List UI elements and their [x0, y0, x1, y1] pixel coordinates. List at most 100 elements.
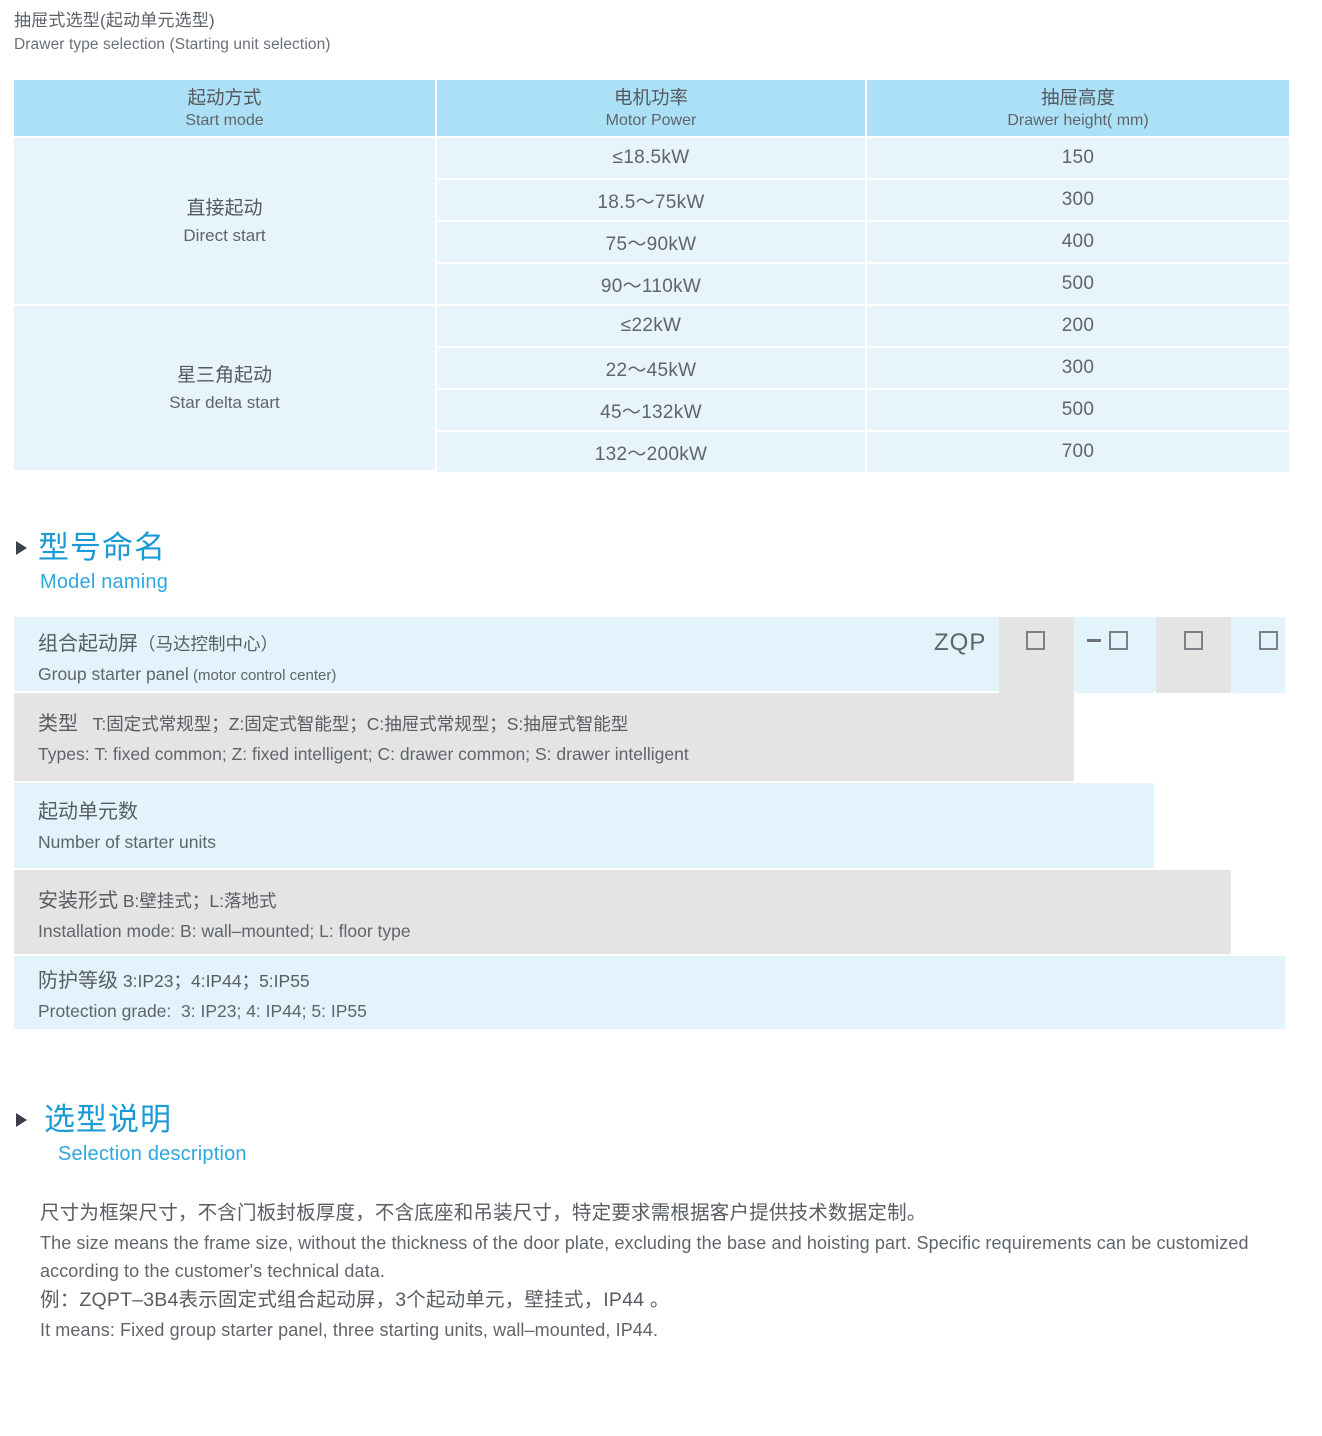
drawer-height-cell: 700 — [867, 432, 1289, 472]
naming-row-3-en-label: Number of starter units — [38, 832, 216, 852]
selection-description-body: 尺寸为框架尺寸，不含门板封板厚度，不含底座和吊装尺寸，特定要求需根据客户提供技术… — [40, 1198, 1300, 1344]
section-heading-selection-description-en: Selection description — [58, 1143, 247, 1165]
start-mode-star-delta-cn: 星三角起动 — [176, 364, 272, 386]
code-box-installation[interactable] — [1184, 631, 1203, 650]
naming-row-2-cn: 类型 T:固定式常规型；Z:固定式智能型；C:抽屉式常规型；S:抽屉式智能型 — [38, 709, 689, 740]
table-body: 直接起动 Direct start ≤18.5kW 150 18.5～75kW … — [14, 138, 1289, 472]
column-header-start-mode-cn: 起动方式 — [187, 86, 262, 108]
code-box-protection[interactable] — [1259, 631, 1278, 650]
column-header-motor-power: 电机功率 Motor Power — [437, 80, 867, 138]
naming-row-2-text: 类型 T:固定式常规型；Z:固定式智能型；C:抽屉式常规型；S:抽屉式智能型 T… — [38, 709, 689, 768]
table-row: 18.5～75kW 300 — [14, 180, 1289, 222]
start-mode-direct-en: Direct start — [183, 225, 266, 245]
naming-row-5-cn-rest: 3:IP23；4:IP44；5:IP55 — [122, 971, 310, 991]
motor-power-cell: ≤22kW — [437, 306, 867, 348]
section-heading-selection-description-cn: 选型说明 — [44, 1102, 172, 1137]
naming-row-4-en-label: Installation mode: — [38, 921, 176, 941]
table-row: 90～110kW 500 — [14, 264, 1289, 306]
motor-power-cell: ≤18.5kW — [437, 138, 867, 180]
column-header-motor-power-cn: 电机功率 — [613, 86, 688, 108]
naming-row-protection-grade: 防护等级 3:IP23；4:IP44；5:IP55 Protection gra… — [14, 956, 1285, 1029]
table-row: 星三角起动 Star delta start ≤22kW 200 — [14, 306, 1289, 472]
code-box-type[interactable] — [1026, 631, 1045, 650]
naming-row-2-cn-rest: T:固定式常规型；Z:固定式智能型；C:抽屉式常规型；S:抽屉式智能型 — [92, 714, 629, 734]
naming-row-1-text: 组合起动屏（马达控制中心） Group starter panel (motor… — [38, 629, 336, 690]
column-header-motor-power-en: Motor Power — [605, 111, 697, 129]
code-dash-icon — [1087, 639, 1101, 642]
selection-description-cn-2: 例：ZQPT–3B4表示固定式组合起动屏，3个起动单元，壁挂式，IP44 。 — [40, 1289, 670, 1311]
drawer-height-cell: 150 — [867, 138, 1289, 180]
table-row: 直接起动 Direct start ≤18.5kW 150 — [14, 138, 1289, 306]
page-title-block: 抽屉式选型(起动单元选型) Drawer type selection (Sta… — [14, 8, 914, 56]
naming-row-3-en: Number of starter units — [38, 828, 216, 856]
naming-row-types: 类型 T:固定式常规型；Z:固定式智能型；C:抽屉式常规型；S:抽屉式智能型 T… — [14, 693, 1074, 783]
page-title-en: Drawer type selection (Starting unit sel… — [14, 36, 331, 53]
naming-row-1-en: Group starter panel (motor control cente… — [38, 660, 336, 690]
naming-row-2-en: Types: T: fixed common; Z: fixed intelli… — [38, 740, 689, 768]
naming-row-5-en: Protection grade: 3: IP23; 4: IP44; 5: I… — [38, 997, 367, 1025]
motor-power-cell: 45～132kW — [437, 390, 867, 432]
start-mode-direct: 直接起动 Direct start — [14, 138, 437, 306]
naming-row-2-cn-label: 类型 — [38, 713, 78, 735]
naming-row-4-cn-rest: B:壁挂式；L:落地式 — [122, 891, 277, 911]
start-mode-direct-cn: 直接起动 — [186, 197, 263, 219]
naming-row-5-en-label: Protection grade: — [38, 1001, 172, 1021]
code-column-stripe-2 — [1076, 617, 1154, 695]
section-heading-model-naming-cn: 型号命名 — [38, 530, 166, 565]
table-header-row: 起动方式 Start mode 电机功率 Motor Power 抽屉高度 Dr… — [14, 80, 1289, 138]
triangle-right-icon — [16, 541, 27, 555]
table-row: 22～45kW 300 — [14, 348, 1289, 390]
naming-row-4-en-rest: B: wall–mounted; L: floor type — [180, 921, 411, 941]
motor-power-cell: 22～45kW — [437, 348, 867, 390]
naming-row-1-cn-label: 组合起动屏 — [38, 633, 138, 655]
naming-row-3-cn: 起动单元数 — [38, 797, 216, 828]
code-column-stripe-3 — [1156, 617, 1231, 695]
naming-row-1-cn: 组合起动屏（马达控制中心） — [38, 629, 336, 660]
naming-row-5-cn: 防护等级 3:IP23；4:IP44；5:IP55 — [38, 966, 367, 997]
naming-row-1-en-label: Group starter panel — [38, 664, 189, 684]
page-title-cn: 抽屉式选型(起动单元选型) — [14, 11, 215, 30]
code-box-unit-count[interactable] — [1109, 631, 1128, 650]
drawer-height-cell: 300 — [867, 180, 1289, 222]
motor-power-cell: 75～90kW — [437, 222, 867, 264]
naming-row-2-en-rest: T: fixed common; Z: fixed intelligent; C… — [94, 744, 689, 764]
start-mode-star-delta-en: Star delta start — [169, 392, 280, 412]
model-naming-diagram: 组合起动屏（马达控制中心） Group starter panel (motor… — [14, 617, 1285, 1029]
drawer-selection-table: 起动方式 Start mode 电机功率 Motor Power 抽屉高度 Dr… — [14, 80, 1289, 472]
drawer-height-cell: 500 — [867, 390, 1289, 432]
start-mode-star-delta: 星三角起动 Star delta start — [14, 306, 437, 472]
section-heading-model-naming: 型号命名 Model naming — [16, 528, 168, 596]
naming-row-4-cn: 安装形式 B:壁挂式；L:落地式 — [38, 886, 411, 917]
column-header-drawer-height-en: Drawer height( mm) — [1007, 111, 1149, 129]
table-row: 75～90kW 400 — [14, 222, 1289, 264]
table-row: 132〜200kW 700 — [14, 432, 1289, 472]
column-header-start-mode-en: Start mode — [185, 111, 264, 129]
section-heading-selection-description: 选型说明 Selection description — [16, 1100, 247, 1168]
motor-power-cell: 18.5～75kW — [437, 180, 867, 222]
code-column-stripe-1 — [999, 617, 1074, 695]
triangle-right-icon — [16, 1113, 27, 1127]
naming-row-3-text: 起动单元数 Number of starter units — [38, 797, 216, 856]
drawer-height-cell: 200 — [867, 306, 1289, 348]
naming-row-3-cn-label: 起动单元数 — [38, 801, 138, 823]
table-header: 起动方式 Start mode 电机功率 Motor Power 抽屉高度 Dr… — [14, 80, 1289, 138]
column-header-start-mode: 起动方式 Start mode — [14, 80, 437, 138]
naming-row-5-en-rest: 3: IP23; 4: IP44; 5: IP55 — [181, 1001, 367, 1021]
motor-power-cell: 90～110kW — [437, 264, 867, 306]
naming-row-starter-units: 起动单元数 Number of starter units — [14, 783, 1154, 870]
naming-row-5-text: 防护等级 3:IP23；4:IP44；5:IP55 Protection gra… — [38, 966, 367, 1025]
naming-row-4-en: Installation mode: B: wall–mounted; L: f… — [38, 917, 411, 945]
selection-description-en-1: The size means the frame size, without t… — [40, 1233, 1249, 1281]
naming-row-1-en-rest: (motor control center) — [192, 667, 337, 684]
table-row: 45～132kW 500 — [14, 390, 1289, 432]
naming-row-2-en-label: Types: — [38, 744, 90, 764]
naming-row-4-cn-label: 安装形式 — [38, 890, 118, 912]
naming-row-1-cn-rest: （马达控制中心） — [138, 634, 278, 654]
selection-description-en-2: It means: Fixed group starter panel, thr… — [40, 1320, 659, 1340]
naming-row-installation-mode: 安装形式 B:壁挂式；L:落地式 Installation mode: B: w… — [14, 870, 1231, 956]
naming-row-5-cn-label: 防护等级 — [38, 970, 118, 992]
drawer-height-cell: 400 — [867, 222, 1289, 264]
code-column-stripe-4 — [1233, 617, 1285, 695]
model-code-prefix: ZQP — [934, 629, 987, 656]
naming-row-4-text: 安装形式 B:壁挂式；L:落地式 Installation mode: B: w… — [38, 886, 411, 945]
